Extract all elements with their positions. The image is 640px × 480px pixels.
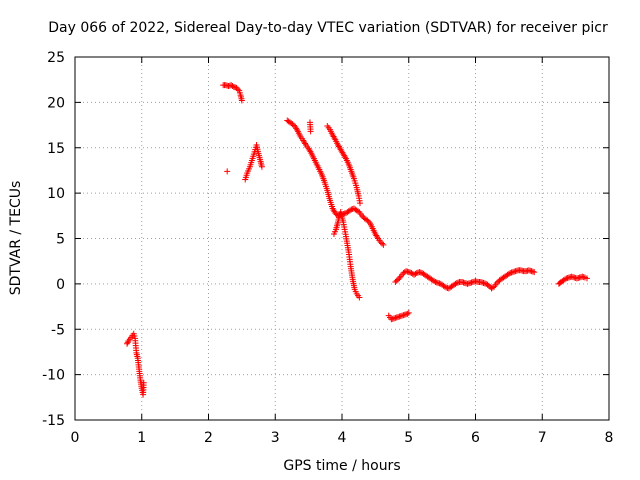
data-point bbox=[405, 309, 412, 316]
data-point bbox=[347, 207, 354, 214]
data-markers bbox=[124, 82, 590, 398]
x-tick-label: 8 bbox=[605, 430, 614, 446]
x-tick-label: 1 bbox=[137, 430, 146, 446]
y-tick-label: 0 bbox=[56, 277, 65, 293]
x-tick-label: 5 bbox=[404, 430, 413, 446]
data-point bbox=[124, 339, 131, 346]
data-point bbox=[392, 279, 399, 286]
data-point bbox=[364, 217, 371, 224]
data-point bbox=[531, 269, 538, 276]
x-tick-label: 6 bbox=[471, 430, 480, 446]
data-point bbox=[355, 208, 362, 215]
x-tick-label: 7 bbox=[538, 430, 547, 446]
data-point bbox=[359, 212, 366, 219]
data-point bbox=[229, 83, 236, 90]
data-point bbox=[380, 241, 387, 248]
data-point bbox=[395, 276, 402, 283]
y-tick-label: -10 bbox=[42, 368, 65, 384]
x-tick-labels: 0 1 2 3 4 5 6 7 8 bbox=[71, 430, 614, 446]
y-tick-label: 25 bbox=[47, 50, 65, 66]
data-point bbox=[289, 121, 296, 128]
data-point bbox=[412, 270, 419, 277]
data-point bbox=[431, 278, 438, 285]
data-point bbox=[377, 239, 384, 246]
grid bbox=[75, 57, 609, 420]
y-tick-label: 5 bbox=[56, 232, 65, 248]
y-tick-label: -5 bbox=[51, 322, 65, 338]
data-point bbox=[379, 240, 386, 247]
data-point bbox=[489, 284, 496, 291]
y-tick-label: 15 bbox=[47, 141, 65, 157]
x-tick-label: 4 bbox=[338, 430, 347, 446]
data-point bbox=[396, 274, 403, 281]
data-point bbox=[493, 279, 500, 286]
data-point bbox=[234, 86, 241, 93]
data-point bbox=[124, 340, 131, 347]
data-point bbox=[356, 294, 363, 301]
y-tick-label: 20 bbox=[47, 95, 65, 111]
data-point bbox=[561, 276, 568, 283]
y-tick-label: -15 bbox=[42, 413, 65, 429]
data-point bbox=[365, 218, 372, 225]
x-tick-label: 0 bbox=[71, 430, 80, 446]
data-point bbox=[393, 277, 400, 284]
data-point bbox=[357, 200, 364, 207]
data-point bbox=[238, 97, 245, 104]
x-tick-label: 3 bbox=[271, 430, 280, 446]
data-point bbox=[485, 282, 492, 289]
data-point bbox=[583, 275, 590, 282]
data-point bbox=[452, 280, 459, 287]
data-point bbox=[404, 310, 411, 317]
data-point bbox=[233, 84, 240, 91]
x-tick-label: 2 bbox=[204, 430, 213, 446]
data-point bbox=[505, 270, 512, 277]
chart-title: Day 066 of 2022, Sidereal Day-to-day VTE… bbox=[48, 20, 608, 36]
data-point bbox=[307, 128, 314, 135]
x-axis-label: GPS time / hours bbox=[283, 458, 400, 474]
data-point bbox=[258, 163, 265, 170]
data-point bbox=[224, 168, 231, 175]
data-point bbox=[140, 379, 147, 386]
y-axis-label: SDTVAR / TECUs bbox=[8, 181, 24, 296]
plot-frame bbox=[74, 56, 610, 421]
y-tick-labels: -15 -10 -5 0 5 10 15 20 25 bbox=[42, 50, 65, 429]
data-point bbox=[332, 210, 339, 217]
data-point bbox=[441, 283, 448, 290]
y-tick-label: 10 bbox=[47, 186, 65, 202]
